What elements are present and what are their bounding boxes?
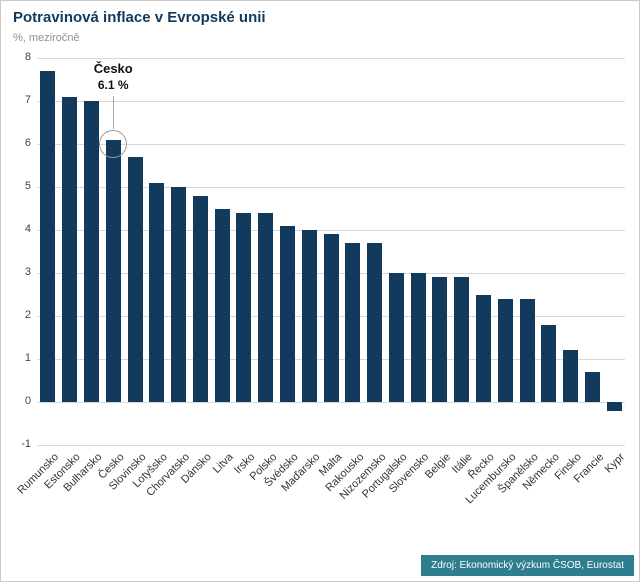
annotation-country-label: Česko xyxy=(93,61,133,76)
y-tick-label: 1 xyxy=(24,352,31,364)
bar xyxy=(127,156,143,402)
bar xyxy=(432,277,448,402)
bar xyxy=(563,350,579,402)
bar xyxy=(541,324,557,402)
bar xyxy=(475,294,491,402)
bar xyxy=(258,212,274,402)
bar xyxy=(519,298,535,402)
bar xyxy=(584,371,600,402)
bar xyxy=(388,273,404,402)
y-tick-label: 3 xyxy=(24,266,31,278)
y-tick-label: 5 xyxy=(24,180,31,192)
bar xyxy=(192,195,208,402)
bar xyxy=(323,234,339,402)
annotation-highlight-circle xyxy=(99,129,128,158)
bar xyxy=(83,101,99,402)
bar xyxy=(171,187,187,402)
y-tick-label: 7 xyxy=(24,94,31,106)
annotation-value-label: 6.1 % xyxy=(97,78,129,92)
bar xyxy=(410,273,426,402)
gridline xyxy=(37,58,625,59)
bar xyxy=(40,70,56,402)
gridline xyxy=(37,101,625,102)
y-tick-label: 6 xyxy=(24,137,31,149)
gridline xyxy=(37,402,625,403)
bar xyxy=(149,182,165,402)
bar xyxy=(279,225,295,402)
gridline xyxy=(37,230,625,231)
source-label: Zdroj: Ekonomický výzkum ČSOB, Eurostat xyxy=(421,555,634,576)
bar xyxy=(367,242,383,402)
bar xyxy=(214,208,230,402)
bar xyxy=(301,230,317,402)
annotation-connector-line xyxy=(113,96,115,129)
y-tick-label: 2 xyxy=(24,309,31,321)
x-category-label: Kypr xyxy=(603,451,628,476)
plot-area xyxy=(37,58,625,446)
y-tick-label: -1 xyxy=(21,438,31,450)
bar xyxy=(345,242,361,402)
y-tick-label: 4 xyxy=(24,223,31,235)
gridline xyxy=(37,144,625,145)
x-category-label: Litva xyxy=(210,451,236,476)
bar xyxy=(454,277,470,402)
y-tick-label: 0 xyxy=(24,395,31,407)
chart-title: Potravinová inflace v Evropské unii xyxy=(13,9,266,26)
bar xyxy=(497,298,513,402)
y-tick-label: 8 xyxy=(24,51,31,63)
bar xyxy=(105,139,121,402)
bar xyxy=(606,402,622,411)
gridline xyxy=(37,187,625,188)
gridline xyxy=(37,445,625,446)
chart-subtitle: %, meziročně xyxy=(13,32,80,44)
bar xyxy=(62,96,78,402)
bar xyxy=(236,212,252,402)
